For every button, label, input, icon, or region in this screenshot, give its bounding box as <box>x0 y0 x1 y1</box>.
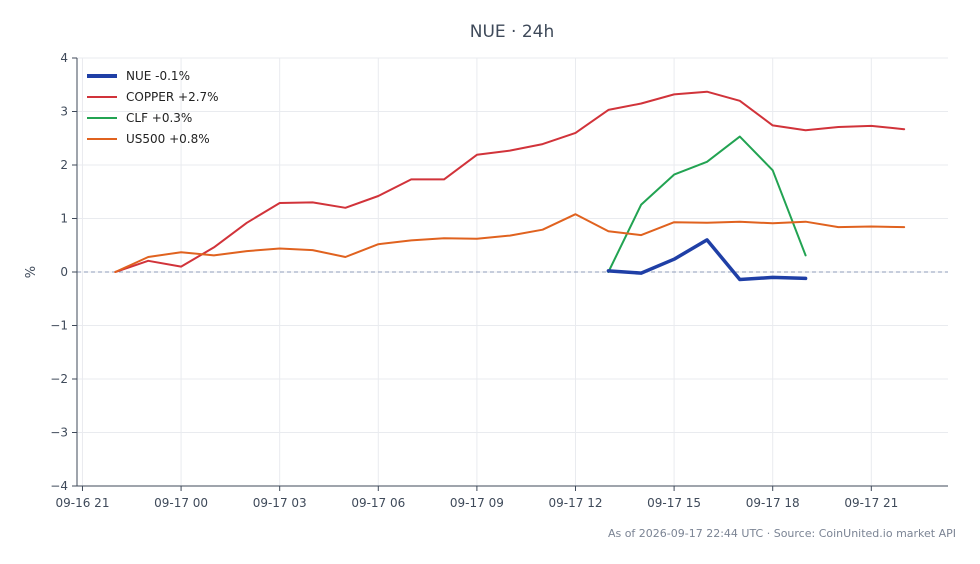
y-tick-label: 0 <box>60 265 68 279</box>
y-tick-label: −4 <box>50 479 68 493</box>
chart-title: NUE · 24h <box>470 22 555 42</box>
y-tick-label: −2 <box>50 372 68 386</box>
x-tick-label: 09-17 21 <box>844 496 898 510</box>
x-tick-label: 09-17 03 <box>253 496 307 510</box>
x-tick-label: 09-17 09 <box>450 496 504 510</box>
y-tick-label: 3 <box>60 105 68 119</box>
y-tick-label: −1 <box>50 319 68 333</box>
axes: 4 3 2 1 0 −1 −2 −3 −4 09-16 21 09-17 00 09-17 03 09-… <box>50 51 948 510</box>
legend: NUE -0.1% COPPER +2.7% CLF +0.3% US500 +0.8… <box>87 69 219 146</box>
x-tick-label: 09-16 21 <box>56 496 110 510</box>
x-tick-label: 09-17 06 <box>351 496 405 510</box>
legend-label-nue: NUE -0.1% <box>126 69 190 83</box>
series-lines <box>114 90 906 282</box>
source-footnote: As of 2026-09-17 22:44 UTC · Source: Coi… <box>608 527 956 540</box>
y-tick-label: −3 <box>50 426 68 440</box>
legend-label-copper: COPPER +2.7% <box>126 90 219 104</box>
legend-label-clf: CLF +0.3% <box>126 111 192 125</box>
x-tick-label: 09-17 00 <box>154 496 208 510</box>
x-tick-label: 09-17 15 <box>647 496 701 510</box>
legend-label-us500: US500 +0.8% <box>126 132 210 146</box>
x-tick-label: 09-17 12 <box>549 496 603 510</box>
series-line-nue <box>606 238 808 282</box>
x-tick-label: 09-17 18 <box>746 496 800 510</box>
series-line-us500 <box>114 213 906 273</box>
y-tick-label: 2 <box>60 158 68 172</box>
y-tick-label: 4 <box>60 51 68 65</box>
series-line-copper <box>114 90 906 273</box>
y-tick-label: 1 <box>60 212 68 226</box>
series-line-clf <box>607 135 807 273</box>
y-axis-label: % <box>24 266 39 278</box>
